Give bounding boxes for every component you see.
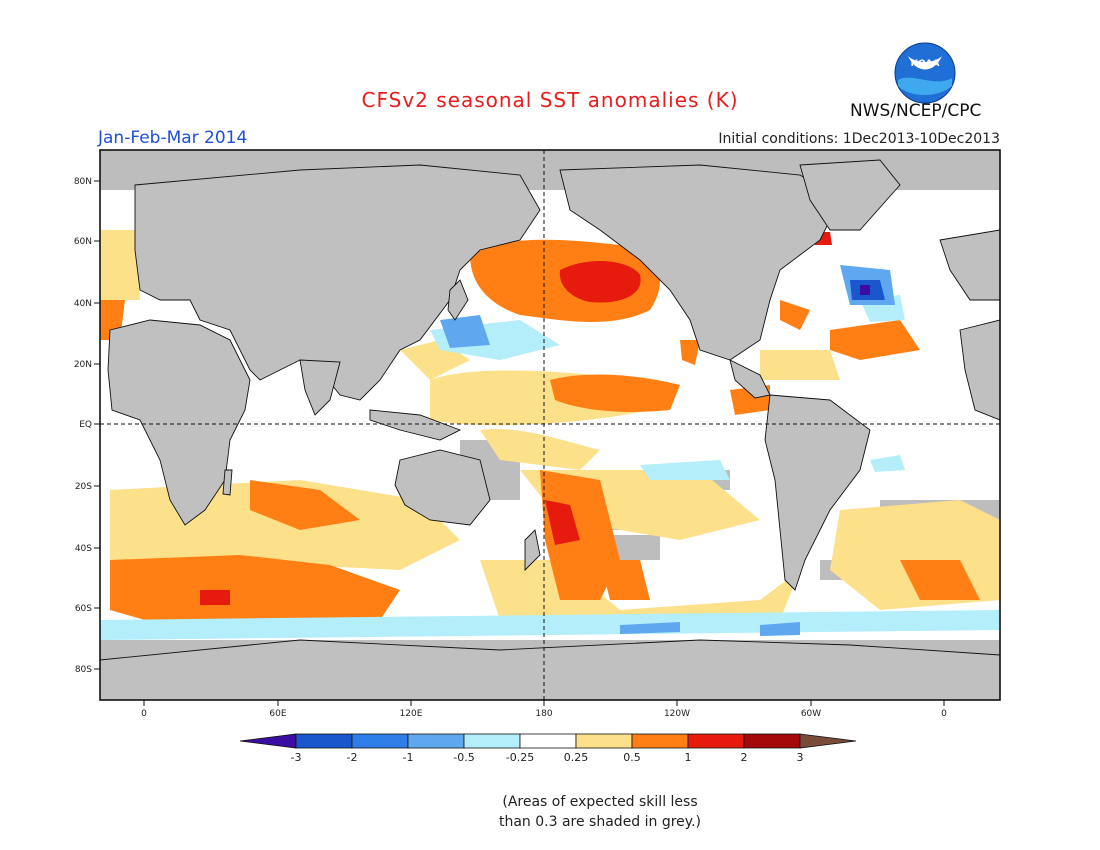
lon-tick-label: 0 [941,709,947,719]
map-frame [99,149,1001,701]
lat-axis: 80N 60N 40N 20N EQ 20S 40S 60S 80S [74,177,100,675]
lat-tick-label: 40N [74,299,92,309]
colorbar-segment [463,733,521,749]
noaa-logo-text: NOAA [911,59,940,69]
lon-tick-label: 60E [269,709,286,719]
colorbar-arrow-low [239,733,297,749]
colorbar-arrow-high [799,733,857,749]
colorbar-segment [631,733,689,749]
skill-note-line: (Areas of expected skill less [502,794,698,810]
map-content [100,150,1000,700]
season-label: Jan-Feb-Mar 2014 [98,128,248,148]
colorbar-segment [743,733,801,749]
lat-tick-label: 60S [75,604,92,614]
colorbar-label: 1 [685,751,692,764]
colorbar-label: -3 [291,751,302,764]
agency-label: NWS/NCEP/CPC [850,101,982,121]
colorbar-segment [519,733,577,749]
lat-tick-label: 40S [75,544,92,554]
lon-tick-label: 180 [535,709,552,719]
lat-tick-label: EQ [79,420,92,430]
lon-tick-label: 0 [141,709,147,719]
lon-tick-label: 120W [664,709,690,719]
skill-note-line: than 0.3 are shaded in grey.) [498,814,701,830]
noaa-logo: NOAA [894,42,956,108]
colorbar-label: 3 [797,751,804,764]
colorbar-label: -0.25 [506,751,534,764]
land-masses [100,159,1000,700]
colorbar-label: -1 [403,751,414,764]
lon-tick-label: 60W [801,709,821,719]
lat-tick-label: 20S [75,482,92,492]
colorbar-label: 0.25 [564,751,589,764]
chart-title: CFSv2 seasonal SST anomalies (K) [361,88,739,112]
colorbar-label: -2 [347,751,358,764]
colorbar-label: -0.5 [453,751,474,764]
initial-conditions-label: Initial conditions: 1Dec2013-10Dec2013 [718,131,1000,147]
colorbar-segment [407,733,465,749]
lon-tick-label: 120E [400,709,423,719]
colorbar-label: 0.5 [623,751,641,764]
colorbar-segment [351,733,409,749]
skill-note: (Areas of expected skill less than 0.3 a… [440,792,760,832]
lat-tick-label: 20N [74,360,92,370]
colorbar-segment [687,733,745,749]
colorbar-segment [295,733,353,749]
colorbar: -3 -2 -1 -0.5 -0.25 0.25 0.5 1 2 3 [239,733,857,764]
colorbar-segment [575,733,633,749]
lon-axis: 0 60E 120E 180 120W 60W 0 [141,700,947,719]
lat-tick-label: 80S [75,665,92,675]
lat-tick-label: 80N [74,177,92,187]
lat-tick-label: 60N [74,237,92,247]
colorbar-label: 2 [741,751,748,764]
